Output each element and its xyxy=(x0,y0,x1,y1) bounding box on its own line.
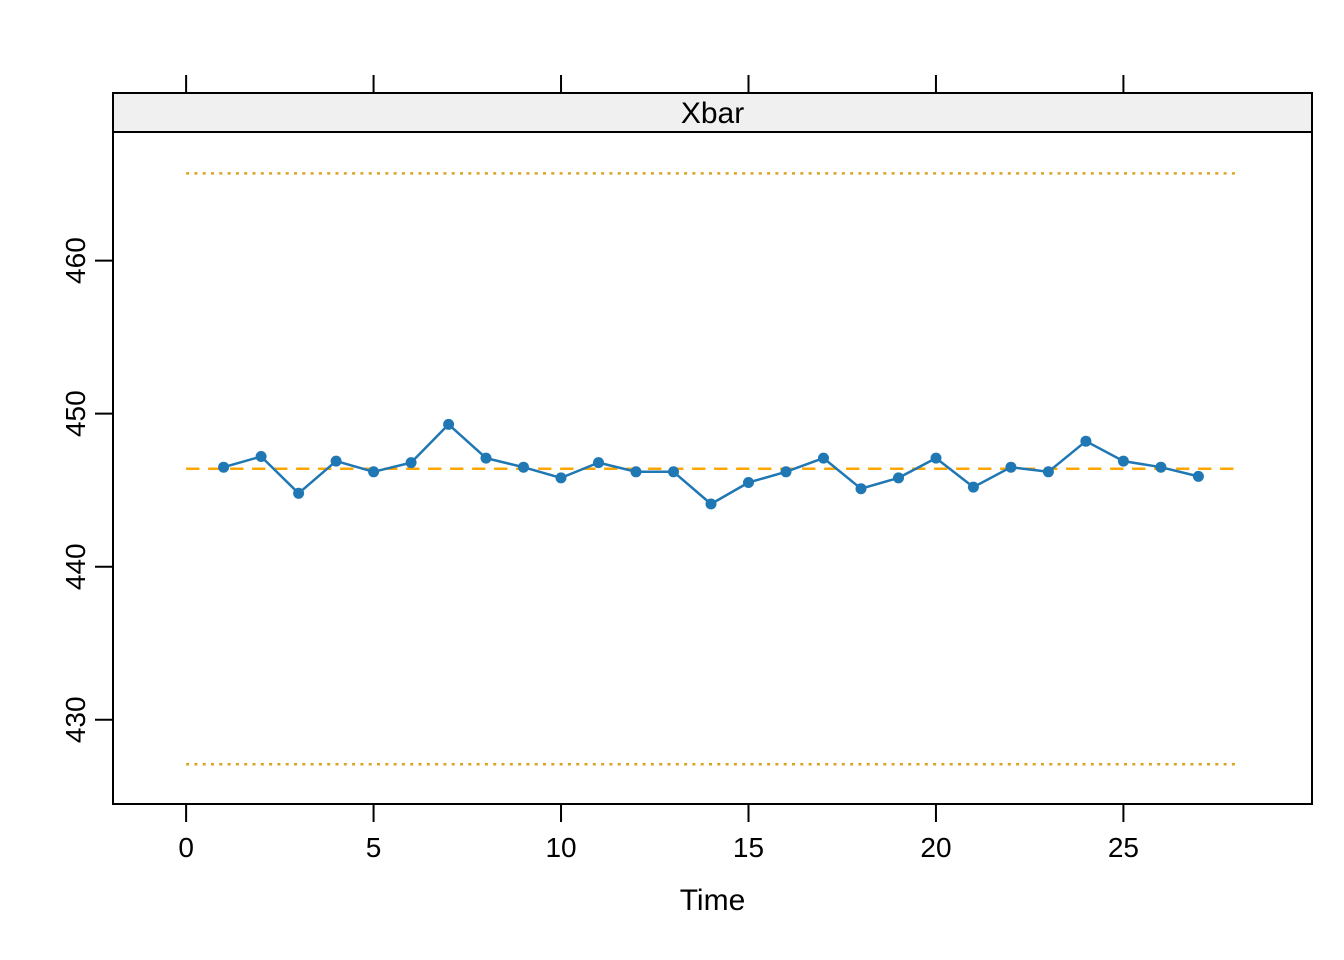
data-point-marker xyxy=(630,466,642,478)
x-axis-title: Time xyxy=(680,884,746,917)
y-axis-tick-label: 460 xyxy=(60,237,91,284)
x-axis-tick-label: 20 xyxy=(920,832,951,863)
data-point-marker xyxy=(668,466,679,478)
data-point-marker xyxy=(255,451,267,462)
plot-panel-border xyxy=(112,131,1313,805)
data-point-marker xyxy=(743,477,754,488)
y-axis-tick-label: 450 xyxy=(60,390,91,437)
data-point-marker xyxy=(293,487,305,499)
data-point-marker xyxy=(480,452,492,464)
data-point-marker xyxy=(893,472,904,484)
data-point-marker xyxy=(1005,461,1017,473)
series-layer xyxy=(218,418,1204,510)
series-line xyxy=(222,423,1200,506)
facet-strip xyxy=(112,92,1313,133)
data-point-marker xyxy=(518,461,529,473)
data-point-marker xyxy=(780,466,792,478)
data-point-marker xyxy=(1042,466,1054,478)
data-point-marker xyxy=(855,483,867,495)
x-axis-tick-label: 0 xyxy=(178,832,194,863)
x-axis-tick-label: 10 xyxy=(545,832,576,863)
data-point-marker xyxy=(330,455,342,467)
data-point-marker xyxy=(1192,470,1204,482)
data-point-marker xyxy=(967,481,979,493)
y-axis-tick-label: 440 xyxy=(60,543,91,590)
data-point-marker xyxy=(818,452,829,464)
x-axis-tick-label: 25 xyxy=(1108,832,1139,863)
x-axis-tick-label: 5 xyxy=(366,832,382,863)
axes-layer: 0 5 10 15 20 25 430 440 450 460 xyxy=(60,75,1139,863)
data-point-marker xyxy=(1155,461,1167,473)
x-axis-tick-label: 15 xyxy=(733,832,764,863)
data-point-marker xyxy=(443,418,455,430)
data-point-marker xyxy=(405,457,417,469)
data-point-marker xyxy=(368,466,380,478)
data-point-marker xyxy=(593,457,604,469)
data-point-marker xyxy=(1117,455,1129,467)
data-point-marker xyxy=(218,461,230,473)
data-point-marker xyxy=(1080,435,1092,447)
y-axis-tick-label: 430 xyxy=(60,696,91,743)
data-point-marker xyxy=(705,498,717,510)
facet-strip-title: Xbar xyxy=(681,97,744,130)
control-lines-layer xyxy=(186,172,1236,766)
data-point-marker xyxy=(555,472,567,484)
data-point-marker xyxy=(930,452,942,464)
